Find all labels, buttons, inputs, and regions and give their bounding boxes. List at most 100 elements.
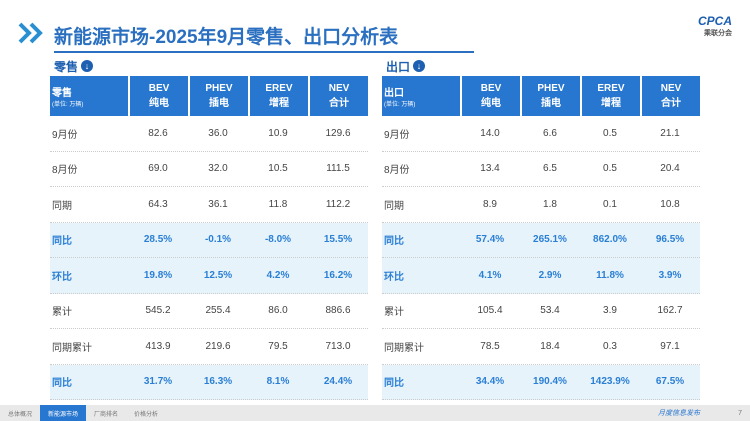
column-name: 插电: [541, 98, 561, 109]
cell: 6.5: [543, 163, 557, 175]
section-label: 出口 ↓: [386, 56, 700, 76]
cell: 34.4%: [475, 376, 505, 388]
cell: 28.5%: [143, 234, 173, 246]
cell: 129.6: [325, 127, 351, 139]
column-name: 增程: [601, 98, 621, 109]
column-header: BEV 纯电: [460, 76, 520, 116]
column-header: NEV 合计: [308, 76, 368, 116]
title: 新能源市场-2025年9月零售、出口分析表: [54, 22, 474, 53]
row-name: 8月份: [52, 165, 78, 177]
column-code: BEV: [480, 83, 502, 94]
table-row: 同比 57.4% 265.1% 862.0% 96.5%: [382, 222, 700, 258]
cell: 57.4%: [475, 234, 505, 246]
cell: 10.5: [268, 163, 288, 175]
row-name: 9月份: [384, 129, 410, 141]
section-text: 出口: [386, 59, 411, 74]
cell: 20.4: [660, 163, 680, 175]
header-label: 出口 (单位: 万辆): [382, 84, 460, 108]
cell: -0.1%: [204, 234, 232, 246]
cell: 82.6: [148, 127, 168, 139]
logo-text: CPCA: [697, 14, 732, 28]
row-name: 同比: [384, 236, 404, 248]
footer-tab: 总体概况: [8, 411, 33, 418]
cell: -8.0%: [264, 234, 292, 246]
footer-tab: 价格分析: [134, 411, 159, 418]
row-name: 9月份: [52, 129, 78, 141]
column-header: PHEV 插电: [520, 76, 580, 116]
row-name: 环比: [384, 271, 404, 283]
table: 出口 ↓ 出口 (单位: 万辆) BEV 纯电 PHEV 插电 EREV 增程 NEV 合计 9月份 14…: [382, 56, 700, 400]
header-name: 出口: [384, 88, 404, 99]
cell: 2.9%: [538, 269, 562, 281]
column-code: NEV: [328, 83, 350, 94]
footer-note: 月度信息发布: [658, 410, 700, 417]
table: 零售 ↓ 零售 (单位: 万辆) BEV 纯电 PHEV 插电 EREV 增程 NEV 合计 9月份 82…: [50, 56, 368, 400]
cell: 255.4: [205, 305, 231, 317]
cell: 111.5: [326, 163, 350, 175]
column-name: 合计: [329, 98, 349, 109]
cell: 545.2: [145, 305, 171, 317]
table-row: 同比 31.7% 16.3% 8.1% 24.4%: [50, 364, 368, 400]
table-row: 同期累计 413.9 219.6 79.5 713.0: [50, 329, 368, 365]
column-header: PHEV 插电: [188, 76, 248, 116]
cell: 3.9%: [658, 269, 682, 281]
cell: 1.8: [543, 198, 557, 210]
column-name: 增程: [269, 98, 289, 109]
column-code: PHEV: [537, 83, 565, 94]
column-header: EREV 增程: [580, 76, 640, 116]
column-name: 合计: [661, 98, 681, 109]
section-text: 零售: [54, 59, 79, 74]
cell: 97.1: [660, 340, 680, 352]
table-row: 同期 8.9 1.8 0.1 10.8: [382, 187, 700, 223]
row-name: 同期: [52, 200, 72, 212]
column-header: NEV 合计: [640, 76, 700, 116]
cell: 105.4: [477, 305, 503, 317]
cell: 79.5: [268, 340, 288, 352]
cell: 69.0: [148, 163, 168, 175]
column-name: 纯电: [481, 98, 501, 109]
column-code: PHEV: [205, 83, 233, 94]
cell: 6.6: [543, 127, 557, 139]
down-icon: ↓: [81, 60, 94, 72]
table-row: 同比 28.5% -0.1% -8.0% 15.5%: [50, 222, 368, 258]
column-name: 纯电: [149, 98, 169, 109]
unit: (单位: 万辆): [52, 102, 84, 108]
table-row: 累计 105.4 53.4 3.9 162.7: [382, 294, 700, 329]
cell: 86.0: [268, 305, 288, 317]
cell: 3.9: [603, 305, 617, 317]
table-row: 环比 4.1% 2.9% 11.8% 3.9%: [382, 258, 700, 294]
cell: 0.1: [603, 198, 617, 210]
cell: 0.5: [603, 163, 617, 175]
column-name: 插电: [209, 98, 229, 109]
cell: 413.9: [145, 340, 171, 352]
cell: 190.4%: [533, 376, 567, 388]
footer-tab: 厂商排名: [94, 411, 119, 418]
table-row: 同比 34.4% 190.4% 1423.9% 67.5%: [382, 364, 700, 400]
footer: 总体概况 新能源市场 厂商排名 价格分析 月度信息发布 7: [0, 405, 750, 421]
cell: 14.0: [480, 127, 500, 139]
cell: 4.2%: [266, 269, 290, 281]
logo: CPCA 乘联分会: [698, 14, 732, 38]
header-label: 零售 (单位: 万辆): [50, 84, 128, 108]
cell: 219.6: [205, 340, 231, 352]
logo-sub: 乘联分会: [704, 30, 732, 37]
table-row: 同期累计 78.5 18.4 0.3 97.1: [382, 329, 700, 365]
cell: 24.4%: [323, 376, 353, 388]
cell: 11.8%: [596, 269, 624, 281]
cell: 162.7: [657, 305, 683, 317]
table-row: 9月份 14.0 6.6 0.5 21.1: [382, 116, 700, 152]
cell: 18.4: [540, 340, 560, 352]
cell: 265.1%: [533, 234, 567, 246]
cell: 16.3%: [203, 376, 233, 388]
row-name: 环比: [52, 271, 72, 283]
table-row: 环比 19.8% 12.5% 4.2% 16.2%: [50, 258, 368, 294]
cell: 36.1: [208, 198, 228, 210]
column-code: EREV: [265, 83, 293, 94]
cell: 64.3: [148, 198, 168, 210]
row-name: 同比: [52, 378, 72, 390]
row-name: 8月份: [384, 165, 410, 177]
row-name: 同比: [384, 378, 404, 390]
header-name: 零售: [52, 88, 72, 99]
column-code: NEV: [660, 83, 682, 94]
